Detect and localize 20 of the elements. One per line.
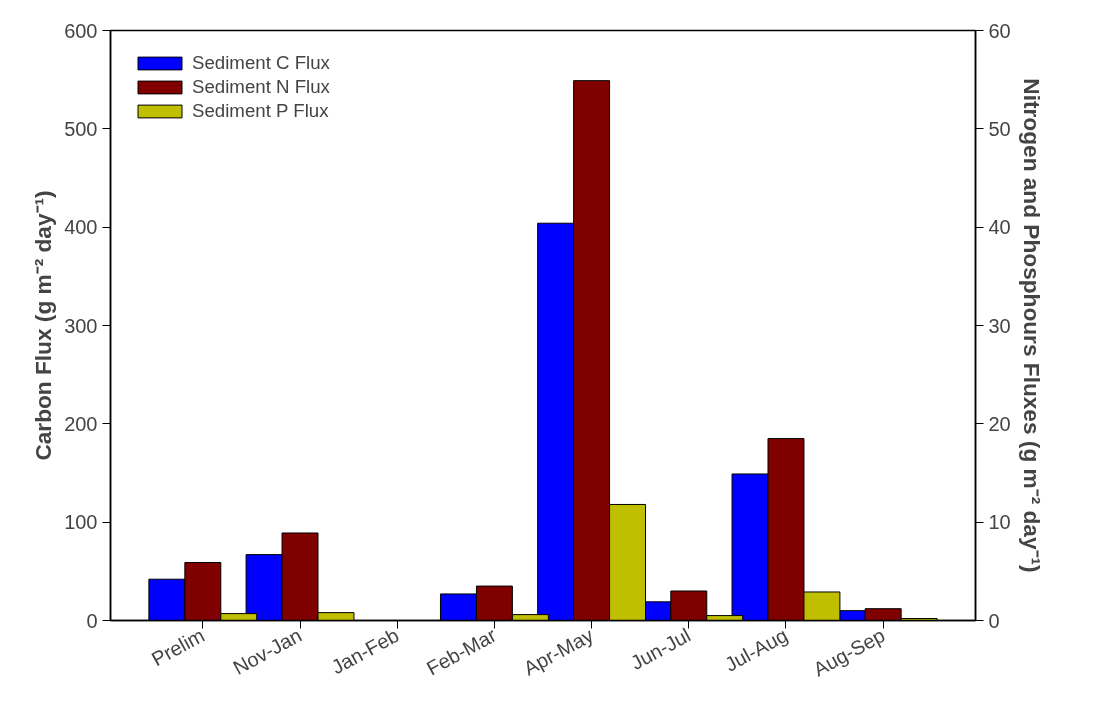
y-tick-label: 600: [64, 19, 98, 42]
y2-tick-label: 60: [988, 19, 1011, 42]
y2-axis-title: Nitrogen and Phosphours Fluxes (g m⁻² day⁻¹): [1018, 78, 1045, 573]
y-tick-label: 500: [64, 117, 98, 140]
y2-tick-label: 30: [988, 314, 1011, 337]
y2-tick-label: 20: [988, 412, 1011, 435]
y2-tick-label: 10: [988, 511, 1011, 534]
x-tick-label: Prelim: [147, 623, 209, 671]
legend-label: Sediment P Flux: [192, 100, 329, 122]
y-tick-label: 400: [64, 216, 98, 239]
y-axis-title: Carbon Flux (g m⁻² day⁻¹): [30, 190, 57, 461]
legend-label: Sediment C Flux: [192, 52, 330, 74]
legend-label: Sediment N Flux: [192, 76, 330, 98]
y-tick-label: 0: [86, 609, 98, 632]
y-tick-label: 200: [64, 412, 98, 435]
y-tick-label: 300: [64, 314, 98, 337]
y2-tick-label: 40: [988, 216, 1011, 239]
y2-tick-label: 50: [988, 117, 1011, 140]
y2-tick-label: 0: [988, 609, 1000, 632]
y-tick-label: 100: [64, 511, 98, 534]
